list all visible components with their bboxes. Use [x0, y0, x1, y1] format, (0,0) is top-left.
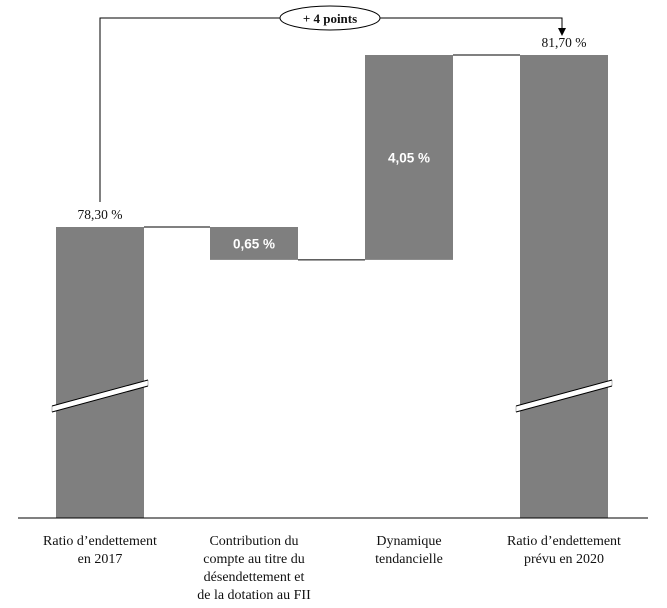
annotation-text: + 4 points — [303, 11, 357, 26]
axis-break-line — [51, 379, 149, 407]
value-label-3: 4,05 % — [388, 150, 430, 165]
category-label-3: Dynamique tendancielle — [375, 534, 443, 567]
bars-group — [56, 55, 608, 518]
labels-group: 78,30 % 0,65 % 4,05 % 81,70 % Ratio d’endett… — [43, 35, 621, 603]
bar-1 — [56, 227, 144, 518]
bar-3 — [365, 55, 453, 260]
value-label-4: 81,70 % — [542, 35, 587, 50]
category-label-2: Contribution du compte au titre du désende… — [197, 534, 311, 603]
connectors-group — [144, 54, 520, 261]
annotation-arrowhead — [558, 28, 566, 36]
annotation-group: + 4 points — [99, 5, 566, 202]
axis-breaks-group — [51, 379, 613, 413]
bar-4 — [520, 55, 608, 518]
category-label-1: Ratio d’endettement en 2017 — [43, 534, 157, 567]
bar-2 — [210, 227, 298, 260]
axis-break-line — [51, 385, 149, 413]
category-label-4: Ratio d’endettement prévu en 2020 — [507, 534, 621, 567]
axis-break-line — [515, 379, 613, 407]
axis-break-line — [515, 385, 613, 413]
annotation-ellipse — [279, 5, 381, 31]
value-label-2: 0,65 % — [233, 236, 275, 251]
value-label-1: 78,30 % — [78, 207, 123, 222]
annotation-bracket — [99, 17, 563, 202]
